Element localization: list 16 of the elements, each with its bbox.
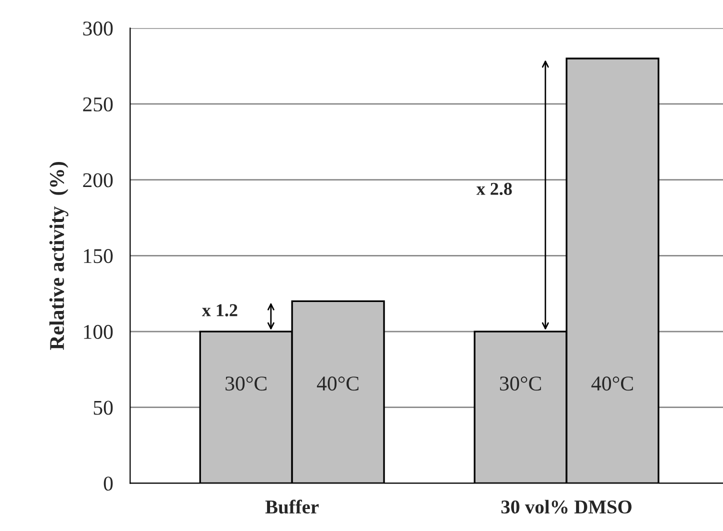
- x-tick-label: Buffer: [265, 500, 319, 514]
- y-axis-title: Relative activity (%): [49, 162, 68, 350]
- y-tick-label: 200: [83, 173, 113, 188]
- series-label: 30°C: [226, 376, 266, 391]
- y-tick-label: 50: [94, 400, 113, 415]
- y-tick-label: 100: [84, 324, 113, 339]
- text: 30°C: [500, 376, 541, 391]
- x-tick-label: 30 vol% DMSO: [501, 500, 632, 514]
- annotation: x 2.8: [476, 182, 512, 196]
- y-tick-label: 300: [83, 22, 113, 36]
- y-tick-label: 250: [83, 97, 113, 112]
- annotation: x 1.2: [202, 304, 238, 316]
- y-tick-label: 150: [84, 249, 113, 264]
- series-label: 40°C: [316, 376, 358, 391]
- y-tick-label: 0: [104, 476, 113, 491]
- text: 40°C: [591, 376, 633, 391]
